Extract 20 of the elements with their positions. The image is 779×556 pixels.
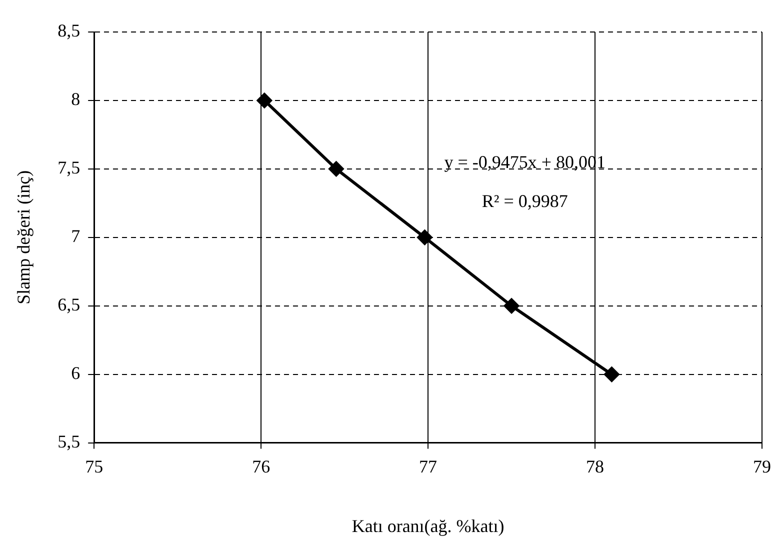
point xyxy=(604,366,620,382)
y-tick-label: 5,5 xyxy=(58,432,80,452)
point xyxy=(256,92,272,108)
y-tick-label: 7,5 xyxy=(58,158,80,178)
point xyxy=(504,298,520,314)
x-tick-label: 77 xyxy=(419,456,438,476)
x-tick-label: 76 xyxy=(252,456,270,476)
y-tick-label: 7 xyxy=(71,226,80,246)
y-tick-label: 8 xyxy=(71,89,80,110)
y-axis-title: Slamp değeri (inç) xyxy=(14,170,34,304)
x-tick-label: 78 xyxy=(586,456,604,476)
annotation: R² = 0,9987 xyxy=(482,191,568,212)
x-axis-title: Katı oranı(ağ. %katı) xyxy=(352,516,504,536)
x-tick-label: 79 xyxy=(753,456,771,476)
point xyxy=(328,161,344,176)
y-tick-label: 6 xyxy=(71,363,80,384)
y-tick-label: 6,5 xyxy=(58,294,80,315)
point xyxy=(417,230,432,245)
y-tick-label: 8,5 xyxy=(58,20,80,41)
x-tick-label: 75 xyxy=(85,456,104,476)
